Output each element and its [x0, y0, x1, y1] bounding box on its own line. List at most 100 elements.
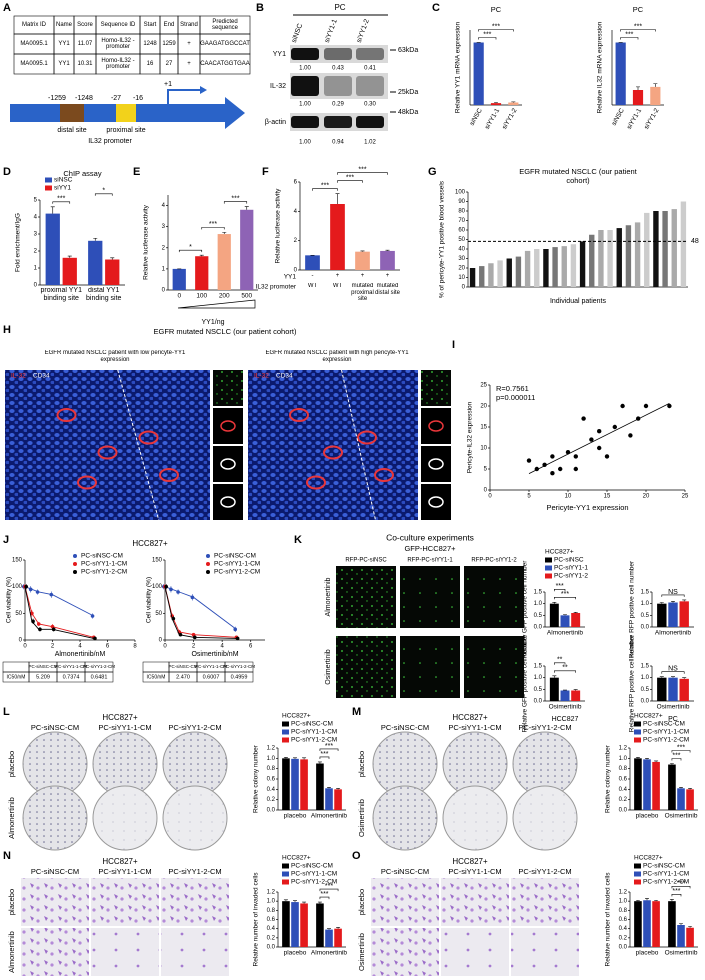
point — [36, 622, 41, 626]
row-value: mutated distal site — [375, 283, 400, 296]
error-bar — [682, 599, 687, 602]
row-label: Almonertinib — [7, 931, 16, 973]
y-tick-label: 80 — [458, 209, 465, 215]
x-tick-label: placebo — [636, 950, 659, 957]
x-tick-label: 4 — [78, 644, 82, 650]
row-value: WT — [307, 283, 318, 289]
table-header: PC-siYY1-1-CM — [55, 664, 87, 669]
error-bar — [199, 254, 204, 257]
error-bar — [110, 257, 115, 260]
protein-label: IL-32 — [270, 83, 286, 90]
legend-label: PC-siYY1-1-CM — [291, 871, 337, 878]
image-caption-box: EGFR mutated NSCLC patient with high per… — [265, 350, 408, 363]
y-axis-label: % of pericyte-YY1 positive blood vessels — [439, 180, 446, 298]
x-tick-label-box: proximal YY1 binding site — [40, 287, 82, 302]
point — [24, 584, 29, 589]
significance-label: *** — [231, 195, 239, 202]
y-axis-label: Cell viability (%) — [6, 577, 13, 623]
vessel — [159, 468, 179, 482]
point — [542, 462, 547, 467]
table-cell — [142, 661, 170, 673]
error-bar — [682, 677, 687, 679]
blot-quant: 0.29 — [332, 102, 344, 108]
y-axis-label: Cell viability (%) — [146, 577, 153, 623]
y-tick-label: 0.5 — [641, 613, 650, 619]
y-tick-label: 0 — [19, 638, 23, 644]
significance-label: *** — [325, 883, 333, 890]
legend-label: PC-siYY1-2-CM — [81, 569, 127, 576]
y-tick-label: 6 — [294, 180, 298, 186]
table-header: PC-siNSC-CM — [169, 664, 198, 669]
bar — [571, 613, 581, 627]
y-tick-label: 1.2 — [619, 746, 628, 752]
tss-head — [200, 86, 207, 94]
panel-letter: G — [428, 166, 437, 178]
bar — [560, 615, 570, 627]
point — [35, 590, 40, 594]
y-tick-label: 0.0 — [641, 625, 650, 631]
bar — [616, 228, 622, 287]
position-label: -16 — [133, 95, 143, 102]
x-tick-label: 0 — [177, 293, 181, 300]
y-tick-label: 0.8 — [619, 908, 628, 914]
y-tick-label: 0.6 — [619, 777, 628, 783]
table-header: End — [163, 21, 175, 28]
bar — [561, 246, 567, 287]
panel-letter: E — [133, 166, 140, 178]
bar — [240, 209, 254, 290]
error-bar — [636, 86, 640, 90]
bar — [508, 102, 519, 105]
y-tick-label: 50 — [15, 611, 22, 617]
table-value: 1259 — [162, 40, 176, 47]
x-tick-label-box: distal YY1 binding site — [86, 287, 121, 302]
significance-label: *** — [321, 183, 329, 190]
legend-swatch — [634, 737, 641, 743]
error-bar — [573, 689, 578, 691]
invasion-image — [441, 928, 509, 976]
x-tick-label: Almonertinib — [655, 630, 692, 637]
protein-label: β-actin — [265, 119, 286, 126]
significance-bracket — [671, 750, 691, 753]
table-value: Homo-IL32 -promoter — [101, 37, 135, 51]
y-tick-label: 0 — [159, 638, 163, 644]
table-value: 27 — [165, 60, 173, 67]
bar — [543, 249, 549, 287]
y-tick-label: 0.0 — [534, 699, 543, 705]
column-label: PC-siNSC-CM — [381, 723, 429, 732]
legend-swatch — [634, 879, 641, 885]
bar — [615, 42, 626, 105]
y-tick-label: 0 — [162, 288, 166, 294]
significance-bracket — [671, 758, 682, 761]
blot-band — [291, 76, 319, 96]
y-tick-label: 60 — [458, 228, 465, 234]
legend-label: PC-siNSC-CM — [214, 553, 256, 560]
legend-swatch — [73, 562, 77, 566]
annotation: R=0.7561 — [496, 384, 529, 393]
bar — [195, 256, 209, 290]
bar — [652, 761, 660, 810]
invasion-image — [91, 878, 159, 926]
bar — [634, 222, 641, 287]
bar — [653, 211, 659, 287]
bar — [679, 601, 689, 627]
distal-site — [60, 104, 84, 122]
row-label: IL32 promoter — [256, 284, 297, 291]
error-bar — [688, 926, 693, 928]
legend-label: PC-siNSC-CM — [81, 553, 123, 560]
bar — [291, 902, 299, 947]
bar — [330, 204, 345, 270]
invasion-image — [371, 928, 439, 976]
blot-band — [324, 48, 352, 60]
annotation: p=0.000011 — [496, 393, 535, 402]
chart-title: PC — [490, 6, 502, 14]
significance-bracket — [554, 588, 566, 592]
point — [581, 416, 586, 421]
error-bar — [317, 901, 322, 904]
blot-band — [356, 116, 384, 128]
legend-swatch — [206, 570, 210, 574]
lane-label: siNSC — [291, 23, 304, 44]
significance-label: *** — [358, 167, 366, 174]
legend-swatch — [45, 185, 52, 191]
significance-bracket — [661, 671, 685, 674]
legend-swatch — [634, 729, 641, 735]
